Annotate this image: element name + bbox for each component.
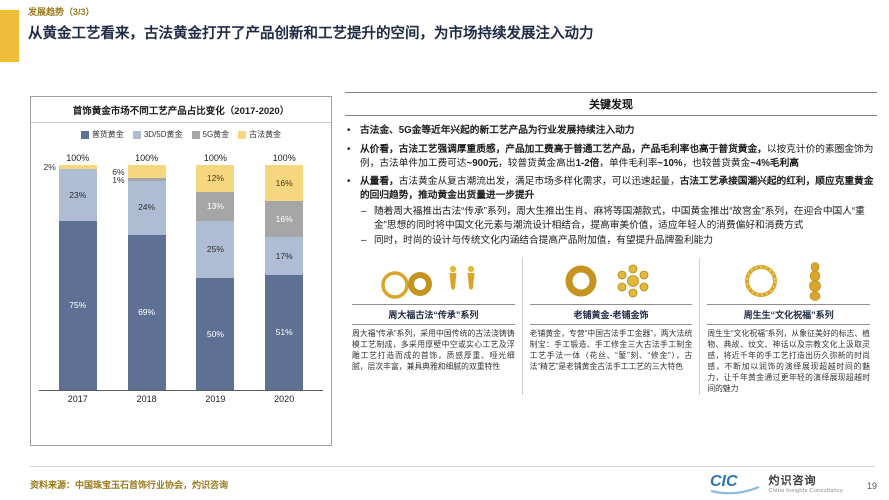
cic-logo-mark: CIC: [710, 473, 759, 495]
product-card: 老铺黄金-老铺金饰老铺黄金，专营“中国古法手工金器”，两大法统制宝：手工锻造、手…: [521, 258, 700, 395]
segment-value-label: 23%: [69, 190, 87, 201]
legend-item: 古法黄金: [238, 129, 281, 140]
gold-rings-earrings-icon: [352, 258, 515, 304]
segment-value-label: 25%: [206, 244, 224, 255]
bar-segment: 75%: [58, 221, 97, 390]
legend-item: 3D/5D黄金: [132, 129, 183, 140]
bar-segment: 16%: [265, 200, 304, 237]
legend-swatch: [191, 130, 200, 139]
bar-total-label: 100%: [203, 152, 227, 163]
page-number: 19: [866, 481, 877, 491]
bar-total-label: 100%: [66, 152, 90, 163]
finding-bullet: • 从价看，古法工艺强调厚重质感，产品加工费高于普通工艺产品，产品毛利率也高于普货…: [347, 143, 874, 169]
logo-company-name: 灼识咨询: [768, 475, 817, 487]
bar-segment: 25%: [196, 221, 235, 278]
segment-value-label: 13%: [206, 201, 224, 212]
bar-segment: 12%: [196, 164, 235, 192]
section-label: 发展趋势（3/3）: [28, 7, 95, 17]
bar-column-2019: 100% 12% 13% 25% 50%: [185, 153, 245, 390]
bar-total-label: 100%: [272, 152, 296, 163]
cic-logo-text: CIC: [710, 473, 738, 490]
bar-segment: 2%: [44, 163, 97, 171]
bullet-marker: •: [347, 143, 351, 155]
cic-logo: CIC 灼识咨询 China Insights Consultancy: [707, 470, 843, 496]
segment-value-label: 2%: [43, 161, 56, 172]
product-description: 老铺黄金，专营“中国古法手工金器”，两大法统制宝：手工锻造、手工修金三大古法手工…: [529, 329, 693, 371]
chart-plot: 100% 2% 23% 75% 100% 6% 1% 24% 69% 100% 12% 13% 25% 5…: [39, 143, 323, 391]
segment-value-label: 16%: [275, 177, 293, 188]
legend-item: 普货黄金: [80, 129, 124, 140]
bullet-marker: •: [347, 125, 351, 136]
logo-tagline: China Insights Consultancy: [768, 488, 843, 494]
segment-value-label: 50%: [206, 328, 224, 339]
gold-ring-pendant-icon: [530, 258, 693, 304]
page-title: 从黄金工艺看来，古法黄金打开了产品创新和工艺提升的空间，为市场持续发展注入动力: [28, 26, 594, 42]
finding-bullet: • 古法金、5G金等近年兴起的新工艺产品为行业发展持续注入动力: [347, 125, 635, 136]
chart-legend: 普货黄金 3D/5D黄金 5G黄金 古法黄金: [31, 123, 331, 143]
bar-segment: 50%: [196, 277, 235, 390]
segment-value-label: 6%: [112, 166, 125, 177]
finding-sub-bullet: – 同时，时尚的设计与传统文化内涵结合提高产品附加值，有望提升品牌盈利能力: [361, 235, 714, 247]
segment-value-label: 17%: [275, 250, 293, 261]
key-findings-panel: 关键发现 • 古法金、5G金等近年兴起的新工艺产品为行业发展持续注入动力 • 从价看，…: [345, 92, 877, 395]
x-axis-tick-label: 2017: [67, 394, 88, 404]
legend-swatch: [132, 130, 141, 139]
legend-swatch: [80, 130, 89, 139]
segment-value-label: 12%: [206, 173, 224, 184]
bar-segment: 24%: [127, 180, 166, 235]
finding-sub-bullet: – 随着周大福推出古法“传承”系列，周大生推出生肖、麻将等国潮款式，中国黄金推出“…: [361, 205, 865, 231]
legend-swatch: [238, 130, 247, 139]
product-title: 周生生“文化祝福”系列: [707, 304, 871, 326]
bar-column-2018: 100% 6% 1% 24% 69%: [112, 152, 177, 390]
bar-total-label: 100%: [135, 152, 159, 163]
product-description: 周大福“传承”系列，采用中国传统的古法浇铸铸模工艺制成，多采用厚壁中空或实心工艺…: [352, 329, 515, 371]
segment-value-label: 75%: [69, 300, 87, 311]
finding-bullet: • 从量看，古法黄金从复古潮流出发，满足市场多样化需求，可以迅速起量，古法工艺承接…: [347, 176, 874, 247]
x-axis-tick-label: 2020: [274, 394, 295, 404]
bar-segment: 51%: [265, 275, 304, 390]
product-card: 周大福古法“传承”系列周大福“传承”系列，采用中国传统的古法浇铸铸模工艺制成，多…: [345, 258, 522, 394]
findings-list: • 古法金、5G金等近年兴起的新工艺产品为行业发展持续注入动力 • 从价看，古法工艺强…: [345, 116, 877, 255]
bar-segment: 6%: [112, 164, 166, 179]
bar-segment: 23%: [58, 169, 97, 222]
product-card: 周生生“文化祝福”系列周生生“文化祝福”系列，从象征美好的标志、植物、典故、纹文…: [699, 258, 877, 395]
segment-value-label: 1%: [112, 174, 125, 185]
accent-block: [0, 10, 19, 62]
segment-value-label: 16%: [275, 213, 293, 224]
source-note: 资料来源：中国珠宝玉石首饰行业协会，灼识咨询: [30, 480, 229, 490]
segment-value-label: 69%: [138, 307, 156, 318]
x-axis-tick-label: 2018: [136, 394, 157, 404]
bullet-marker: •: [347, 176, 351, 188]
product-description: 周生生“文化祝福”系列，从象征美好的标志、植物、典故、纹文、神话以及宗教文化上汲…: [707, 329, 871, 393]
footer-divider: [30, 466, 875, 467]
bar-segment: 69%: [127, 234, 166, 390]
bar-column-2017: 100% 2% 23% 75%: [44, 152, 108, 390]
bar-segment: 1%: [112, 175, 166, 183]
gold-bangle-charm-icon: [707, 258, 870, 304]
x-axis-tick-label: 2019: [205, 394, 226, 404]
segment-value-label: 51%: [275, 327, 293, 338]
bar-column-2020: 100% 16% 16% 17% 51%: [254, 153, 314, 390]
key-findings-title: 关键发现: [345, 92, 877, 116]
chart-panel: 首饰黄金市场不同工艺产品占比变化（2017-2020） 普货黄金 3D/5D黄金 5…: [30, 96, 332, 446]
bar-segment: 16%: [265, 164, 304, 201]
segment-value-label: 24%: [138, 202, 156, 213]
chart-x-axis: 2017 2018 2019 2020: [39, 391, 323, 404]
bar-segment: 13%: [196, 191, 235, 222]
product-title: 老铺黄金-老铺金饰: [529, 304, 693, 326]
product-title: 周大福古法“传承”系列: [352, 304, 515, 326]
chart-title: 首饰黄金市场不同工艺产品占比变化（2017-2020）: [31, 97, 331, 123]
legend-item: 5G黄金: [191, 129, 229, 140]
products-row: 周大福古法“传承”系列周大福“传承”系列，采用中国传统的古法浇铸铸模工艺制成，多…: [345, 258, 877, 395]
bar-segment: 17%: [265, 236, 304, 276]
